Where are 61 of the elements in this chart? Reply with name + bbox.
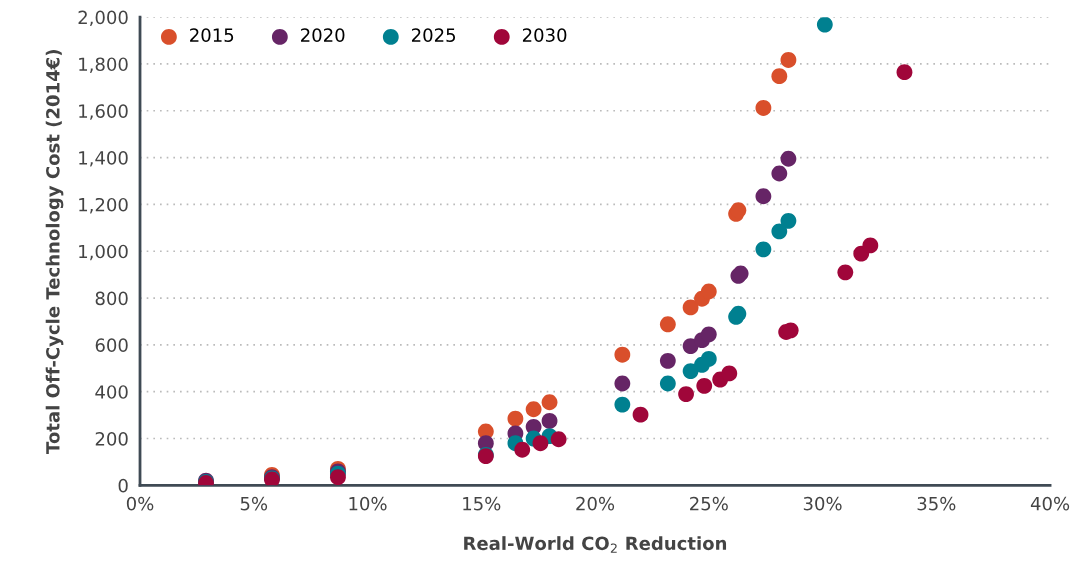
y-tick-label: 2,000: [78, 10, 128, 27]
point: [755, 241, 772, 258]
x-tick-label: 40%: [1030, 496, 1070, 511]
x-tick-label: 35%: [917, 496, 956, 511]
point: [816, 17, 833, 33]
point: [721, 365, 738, 382]
y-tick-label: 600: [95, 338, 128, 352]
point: [330, 469, 346, 486]
point: [696, 377, 713, 394]
y-tick-label: 1,800: [79, 57, 128, 73]
y-tick-label: 1,600: [79, 104, 128, 120]
y-tick-label: 1,400: [79, 151, 128, 167]
point: [659, 375, 676, 392]
point: [771, 223, 788, 240]
legend-label: 2015: [190, 28, 234, 42]
point: [525, 401, 542, 418]
point: [700, 351, 717, 367]
point: [780, 212, 797, 229]
point: [896, 64, 913, 81]
point: [541, 394, 558, 411]
x-tick-label: 15%: [463, 496, 501, 511]
point: [541, 413, 558, 429]
point: [771, 68, 788, 85]
point: [614, 346, 631, 363]
point: [682, 299, 699, 316]
point: [614, 375, 631, 392]
point: [771, 165, 788, 182]
point: [507, 410, 524, 427]
legend-label: 2030: [522, 28, 567, 42]
x-tick-label: 10%: [349, 496, 387, 511]
point: [780, 150, 797, 167]
y-tick-label: 1,000: [79, 244, 128, 261]
y-tick-label: 800: [95, 291, 128, 306]
point: [532, 435, 549, 452]
point: [700, 326, 717, 343]
x-tick-label: 20%: [576, 496, 615, 511]
x-tick-label: 0%: [126, 496, 154, 511]
x-axis-title: Real-World CO$_{2}$ Reduction: [464, 536, 727, 553]
legend-label: 2025: [411, 28, 456, 42]
x-tick-label: 25%: [690, 496, 728, 511]
y-tick-label: 0: [118, 478, 128, 493]
x-tick-label: 30%: [803, 496, 842, 511]
point: [780, 52, 797, 68]
x-tick-label: 5%: [240, 496, 268, 511]
point: [755, 100, 772, 116]
y-axis-title: Total Off-Cycle Technology Cost (2014€): [45, 50, 64, 454]
y-tick-label: 200: [95, 431, 128, 446]
point: [659, 352, 676, 369]
point: [678, 386, 694, 402]
y-tick-label: 1,200: [79, 197, 128, 214]
point: [700, 283, 717, 300]
y-tick-label: 400: [95, 385, 128, 399]
point: [632, 406, 649, 423]
point: [837, 264, 854, 281]
point: [514, 441, 531, 458]
point: [550, 431, 567, 448]
point: [755, 188, 772, 205]
point: [614, 396, 631, 413]
point: [862, 237, 879, 254]
legend-label: 2020: [301, 28, 345, 42]
point: [659, 316, 676, 333]
